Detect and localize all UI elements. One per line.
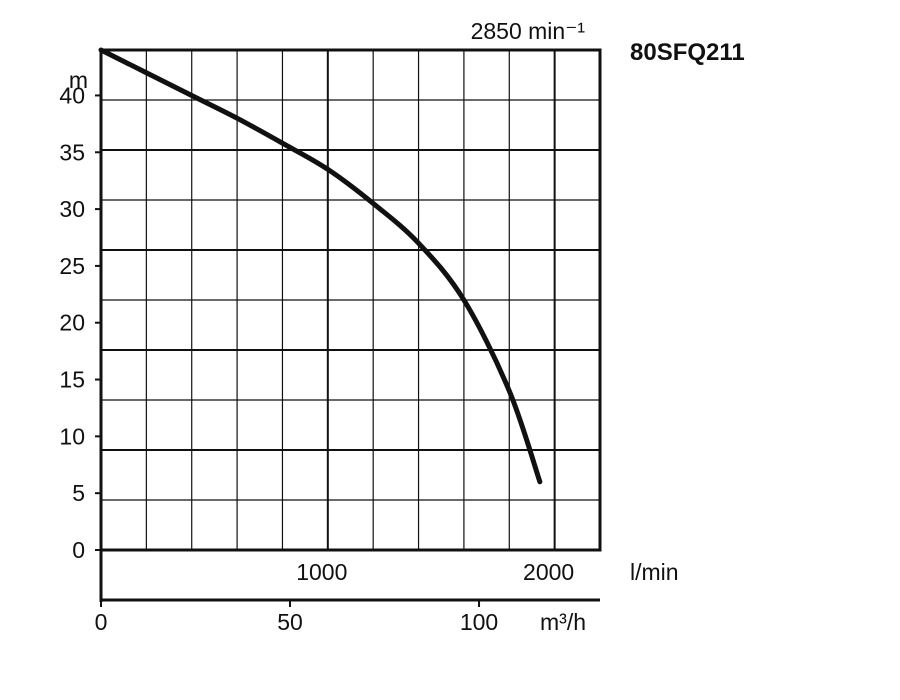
y-tick-label: 35 xyxy=(59,139,85,165)
chart-title: 80SFQ211 xyxy=(630,39,745,66)
y-tick-label: 20 xyxy=(59,310,85,336)
y-tick-label: 10 xyxy=(59,423,85,449)
series-line-pump-curve xyxy=(98,47,543,485)
x2-axis-label: m³/h xyxy=(540,609,586,635)
x2-tick-label: 0 xyxy=(95,609,108,635)
y-axis-label: m xyxy=(69,67,88,93)
x-axis-label: l/min xyxy=(630,559,679,585)
y-tick-label: 0 xyxy=(72,537,85,563)
grid xyxy=(101,50,600,550)
x2-tick-label: 50 xyxy=(277,609,303,635)
y-tick-label: 30 xyxy=(59,196,85,222)
y-tick-label: 25 xyxy=(59,253,85,279)
x2-tick-labels: 0 50 100 xyxy=(95,600,498,635)
y-tick-labels: 0 5 10 15 20 25 30 35 40 xyxy=(59,82,101,563)
x-tick-labels: 1000 2000 xyxy=(296,559,574,585)
x-tick-label: 2000 xyxy=(523,559,574,585)
y-tick-label: 40 xyxy=(59,82,85,108)
x-tick-label: 1000 xyxy=(296,559,347,585)
y-tick-label: 15 xyxy=(59,367,85,393)
x2-tick-label: 100 xyxy=(460,609,498,635)
y-tick-label: 5 xyxy=(72,480,85,506)
chart-subtitle: 2850 min⁻¹ xyxy=(471,18,586,44)
